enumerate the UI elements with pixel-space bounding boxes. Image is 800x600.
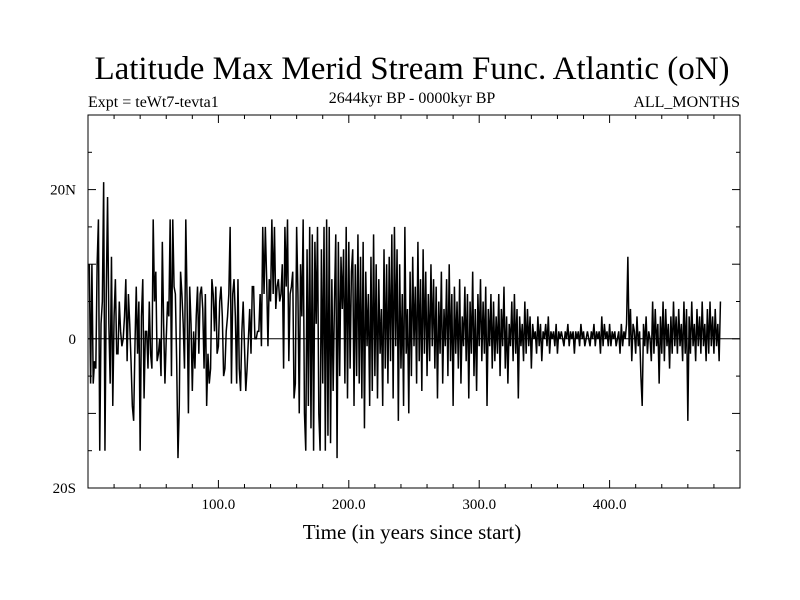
- time-range-label: 2644kyr BP - 0000kyr BP: [329, 90, 496, 107]
- x-tick-label: 100.0: [202, 497, 236, 513]
- y-tick-label: 20N: [50, 183, 76, 199]
- x-tick-label: 300.0: [462, 497, 496, 513]
- axis-ticks: 100.0 200.0 300.0 400.0 20S 0 20N: [50, 115, 740, 513]
- y-tick-label: 0: [69, 332, 77, 348]
- data-series: [88, 182, 722, 459]
- y-tick-label: 20S: [53, 481, 76, 497]
- x-tick-label: 200.0: [332, 497, 366, 513]
- months-label: ALL_MONTHS: [633, 94, 740, 111]
- chart-title: Latitude Max Merid Stream Func. Atlantic…: [94, 51, 729, 87]
- series-line: [88, 182, 722, 459]
- x-axis-label: Time (in years since start): [303, 520, 522, 544]
- x-tick-label: 400.0: [593, 497, 627, 513]
- experiment-label: Expt = teWt7-tevta1: [88, 94, 219, 111]
